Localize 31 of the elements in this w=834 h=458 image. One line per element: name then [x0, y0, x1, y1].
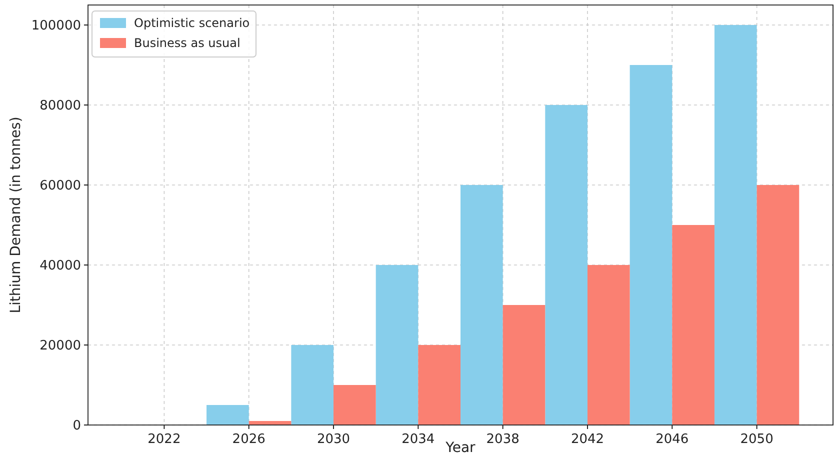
y-tick-label: 0 [72, 418, 81, 434]
y-axis-title: Lithium Demand (in tonnes) [8, 116, 24, 314]
bar [334, 385, 376, 425]
bar [291, 345, 334, 425]
bar [672, 225, 714, 425]
x-tick-label: 2042 [570, 432, 604, 447]
y-tick-label: 40000 [40, 258, 81, 274]
y-tick-label: 80000 [40, 98, 81, 114]
bar [545, 105, 588, 425]
x-tick-label: 2038 [486, 432, 520, 447]
x-axis-title: Year [444, 440, 476, 456]
y-tick-label: 100000 [31, 18, 81, 34]
y-tick-label: 60000 [40, 178, 81, 194]
legend-label: Optimistic scenario [134, 16, 250, 30]
x-tick-label: 2034 [402, 432, 435, 447]
bar [587, 265, 630, 425]
bar [630, 65, 672, 425]
legend-label: Business as usual [134, 36, 240, 50]
bar [376, 265, 418, 425]
x-tick-label: 2030 [316, 432, 350, 447]
x-tick-label: 2022 [148, 432, 181, 447]
bar [714, 25, 757, 425]
x-tick-label: 2026 [232, 432, 266, 447]
bar [418, 345, 460, 425]
y-tick-label: 20000 [40, 338, 81, 354]
bar [756, 185, 800, 425]
bar [502, 305, 546, 425]
bar [460, 185, 503, 425]
bar [206, 405, 249, 425]
x-tick-label: 2050 [740, 432, 774, 447]
x-tick-label: 2046 [656, 432, 689, 447]
